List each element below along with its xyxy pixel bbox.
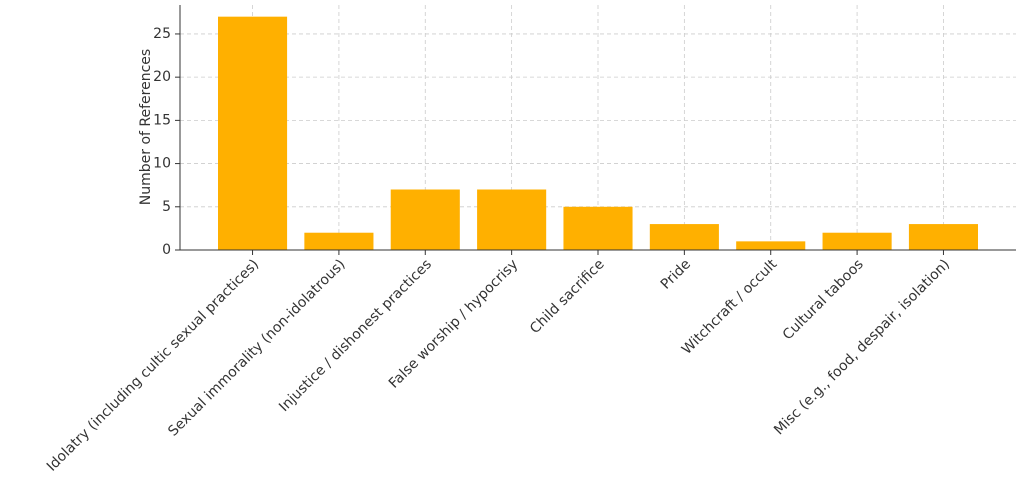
bar	[908, 224, 978, 250]
y-tick-label: 10	[153, 156, 171, 172]
bar	[304, 232, 374, 250]
x-tick-label: Pride	[658, 256, 694, 292]
x-tick-label: Child sacrifice	[527, 256, 608, 337]
bar	[649, 224, 719, 250]
y-tick-label: 5	[162, 199, 171, 215]
y-axis-label: Number of References	[138, 49, 154, 205]
y-tick-label: 0	[162, 242, 171, 258]
y-tick-label: 25	[153, 26, 171, 42]
x-tick-label: Cultural taboos	[780, 256, 867, 343]
x-tick-label: Witchcraft / occult	[679, 256, 781, 358]
bar	[822, 232, 892, 250]
y-tick-label: 20	[153, 69, 171, 85]
bar	[736, 241, 806, 250]
x-tick-label: Injustice / dishonest practices	[276, 256, 435, 415]
y-tick-label: 15	[153, 112, 171, 128]
bar	[563, 206, 633, 250]
x-tick-label: Sexual immorality (non-idolatrous)	[165, 256, 348, 439]
x-tick-label: Misc (e.g., food, despair, isolation)	[771, 256, 953, 438]
bar	[477, 189, 547, 250]
bar	[218, 16, 288, 250]
bar	[390, 189, 460, 250]
